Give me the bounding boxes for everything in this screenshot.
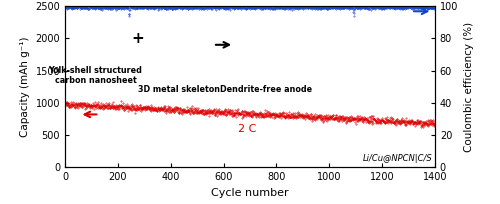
Text: 3D metal skeleton: 3D metal skeleton — [138, 85, 220, 94]
Text: Dendrite-free anode: Dendrite-free anode — [220, 85, 312, 94]
Text: Yolk-shell structured
carbon nanosheet: Yolk-shell structured carbon nanosheet — [48, 66, 142, 85]
Y-axis label: Capacity (mAh g⁻¹): Capacity (mAh g⁻¹) — [20, 37, 30, 137]
Text: Li/Cu@NPCN|C/S: Li/Cu@NPCN|C/S — [362, 154, 432, 163]
X-axis label: Cycle number: Cycle number — [211, 188, 289, 198]
Text: 2 C: 2 C — [238, 124, 256, 134]
Text: +: + — [132, 31, 144, 46]
Y-axis label: Coulombic efficiency (%): Coulombic efficiency (%) — [464, 22, 474, 152]
